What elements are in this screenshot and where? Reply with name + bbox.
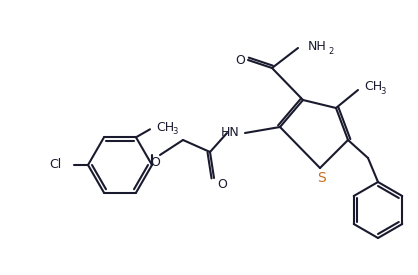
Text: S: S [318,171,326,185]
Text: Cl: Cl [50,158,62,172]
Text: O: O [150,156,160,169]
Text: 3: 3 [380,87,385,97]
Text: 3: 3 [172,127,177,136]
Text: HN: HN [221,126,240,139]
Text: 2: 2 [328,46,333,56]
Text: O: O [235,54,245,67]
Text: NH: NH [308,40,327,53]
Text: CH: CH [364,81,382,94]
Text: O: O [217,177,227,191]
Text: CH: CH [156,121,174,134]
